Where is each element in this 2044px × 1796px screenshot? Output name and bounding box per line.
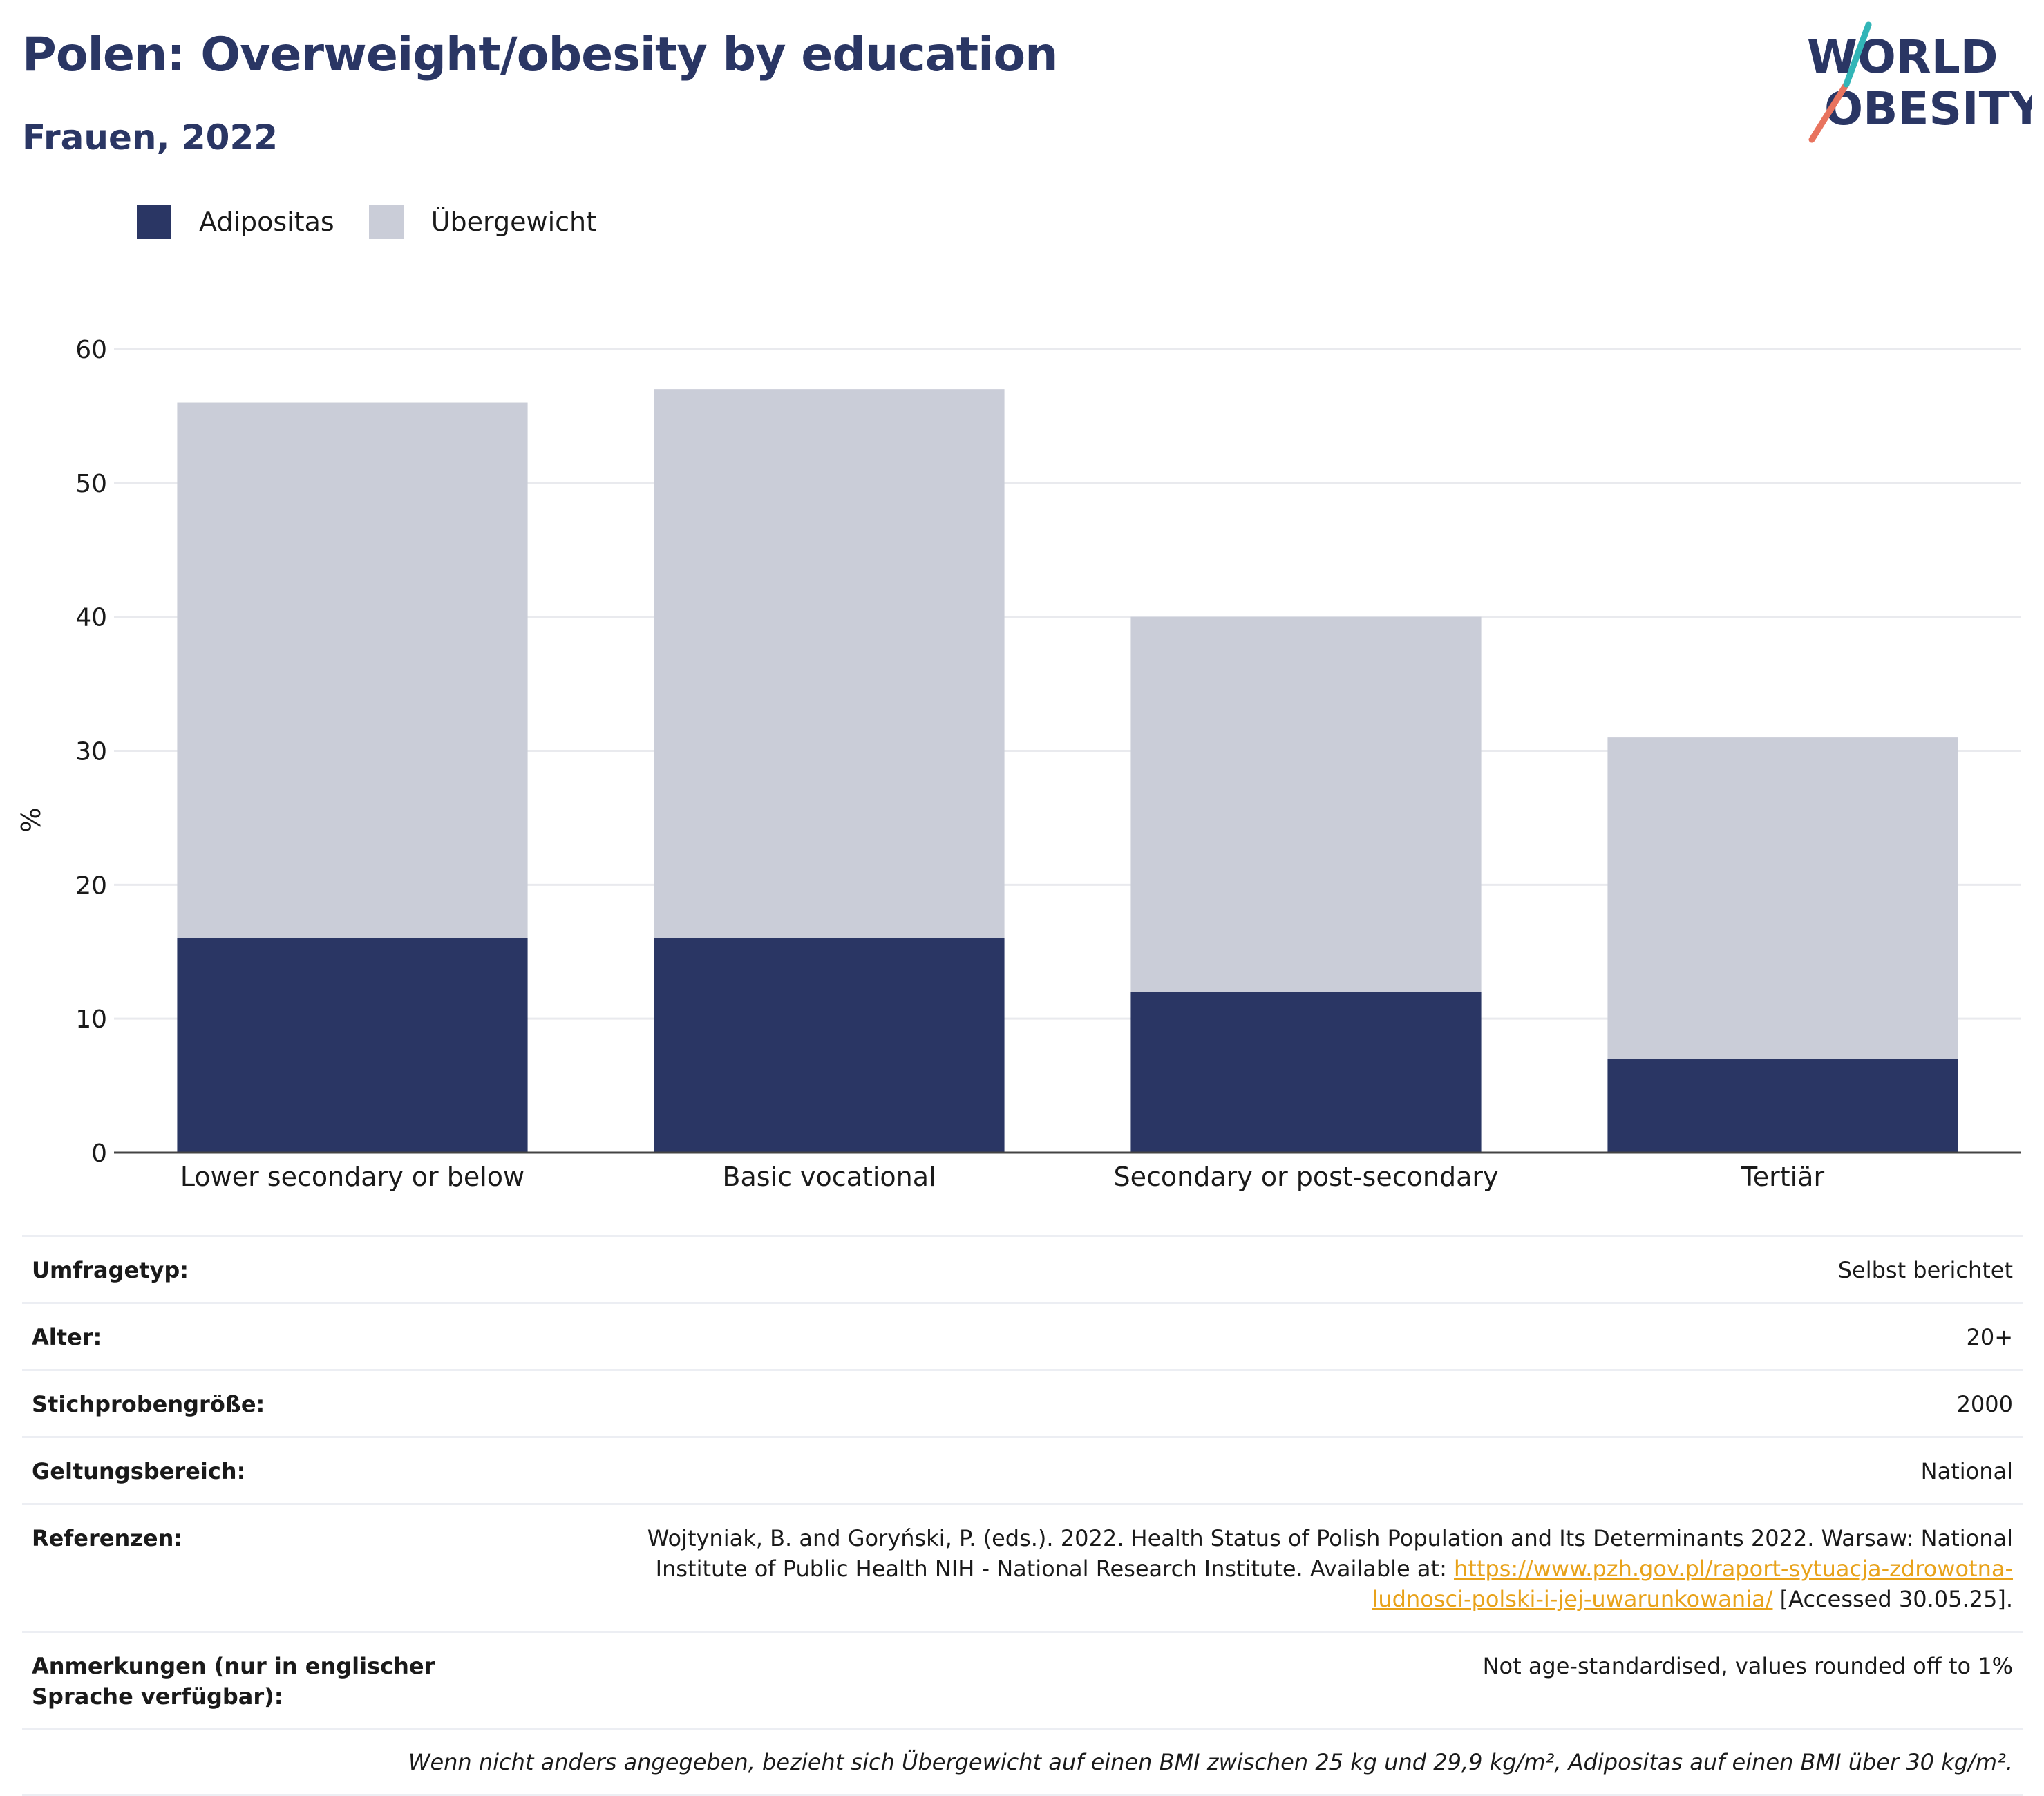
y-tick-label: 10 [75, 1005, 107, 1034]
info-value: Selbst berichtet [1837, 1257, 2013, 1283]
references-accessed: [Accessed 30.05.25]. [1772, 1586, 2013, 1612]
y-tick-label: 60 [75, 336, 107, 364]
legend-label-obesity: Adipositas [199, 207, 334, 237]
legend-label-overweight: Übergewicht [430, 207, 596, 237]
legend-item-obesity[interactable]: Adipositas [137, 205, 334, 239]
notes-row: Anmerkungen (nur in englischer Sprache v… [22, 1631, 2023, 1728]
bar-obesity [177, 938, 528, 1153]
info-row: Umfragetyp: Selbst berichtet [22, 1235, 2023, 1302]
world-obesity-logo: WORLD OBESITY [1807, 21, 2032, 143]
x-tick-label: Lower secondary or below [180, 1162, 524, 1192]
info-label: Alter: [32, 1324, 102, 1350]
chart-legend: Adipositas Übergewicht [137, 205, 631, 239]
info-row: Geltungsbereich: National [22, 1436, 2023, 1503]
chart-subtitle: Frauen, 2022 [22, 117, 278, 158]
references-text: Wojtyniak, B. and Goryński, P. (eds.). 2… [647, 1525, 2013, 1582]
info-value: 20+ [1966, 1324, 2013, 1350]
x-tick-label: Basic vocational [722, 1162, 936, 1192]
logo-line2: OBESITY [1824, 82, 2032, 135]
info-value: 2000 [1956, 1391, 2013, 1417]
info-label: Geltungsbereich: [32, 1458, 246, 1484]
bar-obesity [1607, 1059, 1958, 1153]
y-tick-label: 20 [75, 871, 107, 900]
logo-line1: WORLD [1807, 30, 1998, 84]
chart-title: Polen: Overweight/obesity by education [22, 28, 1059, 82]
metadata-table: Umfragetyp: Selbst berichtet Alter: 20+ … [22, 1235, 2023, 1796]
y-tick-label: 40 [75, 604, 107, 632]
info-row: Stichprobengröße: 2000 [22, 1369, 2023, 1436]
info-value: National [1920, 1458, 2013, 1484]
info-label: Stichprobengröße: [32, 1391, 265, 1417]
x-tick-label: Tertiär [1741, 1162, 1825, 1192]
y-tick-label: 30 [75, 738, 107, 766]
y-tick-label: 0 [91, 1140, 107, 1168]
bar-overweight [1130, 616, 1482, 992]
notes-label: Anmerkungen (nur in englischer Sprache v… [32, 1653, 435, 1710]
legend-item-overweight[interactable]: Übergewicht [368, 205, 596, 239]
references-link[interactable]: https://www.pzh.gov.pl/raport-sytuacja-z… [1372, 1556, 2013, 1612]
y-axis-title: % [16, 807, 46, 832]
bar-overweight [177, 402, 528, 938]
legend-swatch-overweight [368, 205, 404, 239]
y-tick-label: 50 [75, 470, 107, 498]
legend-swatch-obesity [137, 205, 171, 239]
info-row: Alter: 20+ [22, 1302, 2023, 1369]
bmi-footnote: Wenn nicht anders angegeben, bezieht sic… [22, 1728, 2023, 1796]
bar-overweight [654, 389, 1005, 938]
x-tick-label: Secondary or post-secondary [1114, 1162, 1499, 1192]
bar-obesity [1130, 992, 1482, 1153]
bar-overweight [1607, 737, 1958, 1059]
bar-chart: 0 10 20 30 40 50 60% Lower secondary or below Ba… [16, 336, 2021, 1192]
bar-obesity [654, 938, 1005, 1153]
notes-value: Not age-standardised, values rounded off… [1482, 1653, 2013, 1679]
references-label: Referenzen: [32, 1525, 183, 1551]
info-label: Umfragetyp: [32, 1257, 189, 1283]
references-row: Referenzen: Wojtyniak, B. and Goryński, … [22, 1503, 2023, 1631]
references-value: Wojtyniak, B. and Goryński, P. (eds.). 2… [543, 1523, 2013, 1614]
